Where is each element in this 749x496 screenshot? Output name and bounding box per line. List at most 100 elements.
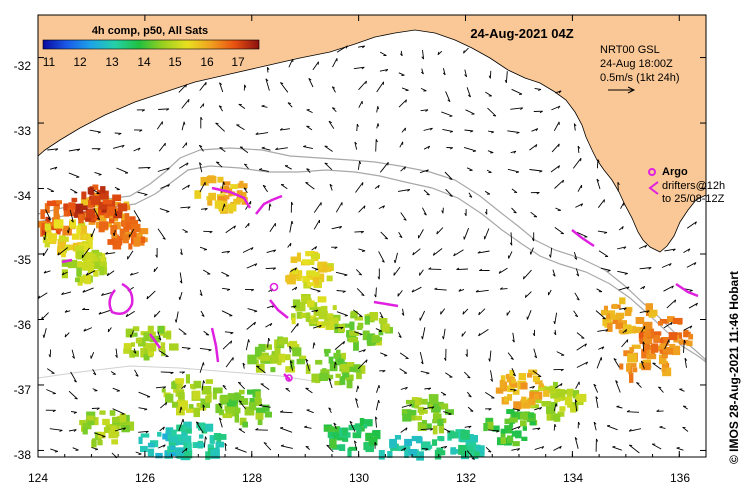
sst-pixel xyxy=(40,209,45,220)
current-arrow xyxy=(595,438,599,452)
sst-pixel xyxy=(285,366,296,373)
current-arrow xyxy=(479,268,490,272)
current-arrow xyxy=(181,384,186,390)
sst-pixel xyxy=(418,398,428,405)
current-arrow xyxy=(463,47,469,54)
sst-pixel xyxy=(132,350,139,357)
current-arrow xyxy=(159,426,165,432)
argo-drifters xyxy=(61,186,699,381)
current-arrow xyxy=(463,146,477,153)
sst-pixel xyxy=(270,354,279,364)
current-arrow xyxy=(572,157,582,169)
sst-pixel xyxy=(378,330,384,336)
current-arrow xyxy=(265,267,276,270)
current-arrow xyxy=(157,167,170,172)
sst-pixel xyxy=(527,373,533,378)
current-arrow xyxy=(440,391,447,396)
current-arrow xyxy=(242,362,246,369)
sst-pixel xyxy=(213,387,223,394)
current-arrow xyxy=(290,305,297,309)
sst-pixel xyxy=(363,424,368,429)
current-arrow xyxy=(242,247,254,253)
sst-pixel xyxy=(200,176,209,186)
current-arrow xyxy=(66,227,70,234)
sst-pixel xyxy=(206,392,212,397)
sst-pixel xyxy=(92,184,99,191)
current-arrow xyxy=(238,400,246,410)
sst-pixel xyxy=(128,243,133,250)
current-arrow xyxy=(200,208,208,211)
current-arrow xyxy=(158,108,170,111)
current-arrow xyxy=(485,446,492,453)
sst-pixel xyxy=(381,323,390,333)
current-arrow xyxy=(458,288,465,292)
sst-pixel xyxy=(67,259,78,269)
sst-pixel xyxy=(227,393,236,401)
sst-pixel xyxy=(161,388,166,393)
current-arrow xyxy=(280,444,293,449)
sst-pixel xyxy=(239,389,245,395)
sst-pixel xyxy=(170,444,176,450)
sst-pixel xyxy=(573,390,580,399)
current-arrow xyxy=(225,225,236,234)
sst-pixel xyxy=(71,197,78,203)
sst-pixel xyxy=(334,380,343,386)
current-arrow xyxy=(116,167,129,174)
sst-pixel xyxy=(207,197,213,206)
current-arrow xyxy=(658,386,664,393)
current-arrow xyxy=(420,370,430,375)
current-arrow xyxy=(255,428,268,431)
sst-pixel xyxy=(164,450,171,459)
current-arrow xyxy=(178,291,183,300)
sst-pixel xyxy=(146,343,157,352)
current-arrow xyxy=(421,327,426,340)
sst-pixel xyxy=(414,415,423,421)
sst-pixel xyxy=(492,425,500,432)
sst-pixel xyxy=(247,389,253,395)
sst-pixel xyxy=(147,442,155,448)
sst-pixel xyxy=(431,406,441,413)
current-arrow xyxy=(445,188,453,197)
sst-pixel xyxy=(612,303,618,309)
colorbar-gradient xyxy=(42,39,260,50)
sst-pixel xyxy=(84,274,92,285)
sst-pixel xyxy=(277,358,282,366)
current-arrow xyxy=(71,411,77,414)
sst-pixel xyxy=(506,409,515,414)
current-arrow xyxy=(488,350,492,362)
sst-pixel xyxy=(96,222,102,229)
sst-pixel xyxy=(201,386,212,395)
current-arrow xyxy=(64,309,71,313)
current-arrow xyxy=(380,231,389,240)
current-arrow xyxy=(421,49,425,60)
current-arrow xyxy=(640,360,645,369)
sst-pixel xyxy=(346,379,353,389)
sst-pixel xyxy=(317,265,328,273)
current-arrow xyxy=(138,407,148,411)
sst-pixel xyxy=(662,367,672,377)
sst-pixel xyxy=(411,435,422,442)
sst-pixel xyxy=(507,386,513,393)
current-arrow xyxy=(618,286,630,291)
current-arrow xyxy=(200,310,205,317)
current-arrow xyxy=(134,369,139,377)
current-arrow xyxy=(136,109,145,112)
current-arrow xyxy=(243,84,247,91)
sst-pixel xyxy=(324,426,334,432)
sst-pixel xyxy=(329,426,336,432)
current-arrow xyxy=(506,310,511,316)
sst-pixel xyxy=(444,409,454,415)
current-arrow xyxy=(511,207,517,214)
sst-pixel xyxy=(509,418,514,428)
sst-pixel xyxy=(222,413,233,419)
sst-pixel xyxy=(193,407,200,418)
current-arrow xyxy=(464,129,474,133)
sst-pixel xyxy=(349,321,355,331)
current-arrow xyxy=(443,411,452,416)
sst-pixel xyxy=(103,427,114,433)
sst-pixel xyxy=(74,203,84,214)
sst-pixel xyxy=(147,448,155,457)
sst-pixel xyxy=(465,443,476,452)
current-arrow xyxy=(357,359,368,370)
current-arrow xyxy=(524,291,532,298)
